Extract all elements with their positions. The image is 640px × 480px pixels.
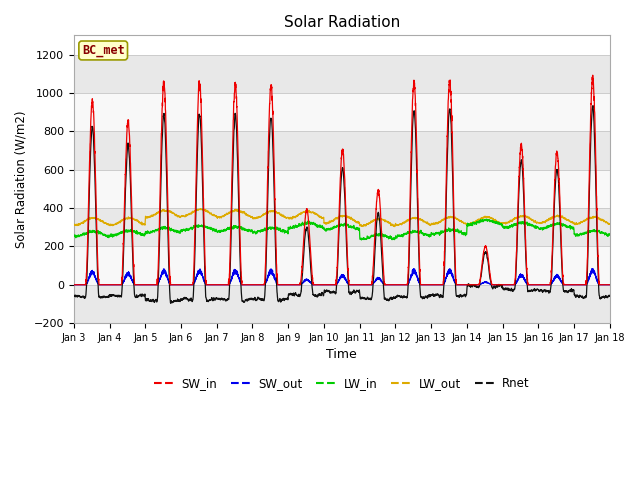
Bar bbox=[74, 55, 610, 93]
SW_out bbox=[432, 282, 440, 288]
SW_in bbox=[322, 282, 330, 288]
SW_in bbox=[605, 282, 613, 288]
Line: Rnet: Rnet bbox=[74, 106, 610, 303]
LW_out bbox=[70, 221, 77, 227]
SW_out bbox=[70, 282, 77, 288]
SW_in bbox=[166, 274, 174, 279]
Bar bbox=[74, 93, 610, 131]
LW_in bbox=[462, 231, 470, 237]
Rnet bbox=[166, 296, 174, 301]
Text: BC_met: BC_met bbox=[82, 44, 125, 57]
Rnet bbox=[432, 292, 440, 298]
LW_out bbox=[493, 217, 500, 223]
LW_out bbox=[196, 206, 204, 212]
LW_out bbox=[433, 220, 440, 226]
SW_out bbox=[606, 282, 614, 288]
SW_in bbox=[606, 282, 614, 288]
SW_in bbox=[432, 282, 440, 288]
LW_out bbox=[606, 221, 614, 227]
SW_out bbox=[462, 282, 470, 288]
Rnet bbox=[70, 294, 77, 300]
LW_in bbox=[166, 226, 174, 231]
Bar bbox=[74, 208, 610, 246]
Line: SW_out: SW_out bbox=[74, 269, 610, 285]
Bar bbox=[74, 169, 610, 208]
Rnet bbox=[462, 293, 470, 299]
Line: LW_in: LW_in bbox=[74, 219, 610, 240]
SW_out bbox=[589, 266, 596, 272]
SW_in bbox=[70, 282, 77, 288]
Bar bbox=[74, 246, 610, 285]
Rnet bbox=[322, 288, 330, 293]
X-axis label: Time: Time bbox=[326, 348, 357, 361]
Rnet bbox=[589, 103, 596, 108]
LW_in bbox=[493, 220, 500, 226]
LW_out bbox=[322, 221, 330, 227]
Rnet bbox=[605, 292, 613, 298]
LW_out bbox=[391, 224, 399, 229]
Line: SW_in: SW_in bbox=[74, 75, 610, 285]
Legend: SW_in, SW_out, LW_in, LW_out, Rnet: SW_in, SW_out, LW_in, LW_out, Rnet bbox=[149, 372, 534, 395]
Title: Solar Radiation: Solar Radiation bbox=[284, 15, 400, 30]
LW_out bbox=[462, 221, 470, 227]
Rnet bbox=[606, 293, 614, 299]
Rnet bbox=[492, 284, 500, 289]
SW_out bbox=[605, 282, 613, 288]
Y-axis label: Solar Radiation (W/m2): Solar Radiation (W/m2) bbox=[15, 110, 28, 248]
SW_in bbox=[589, 72, 596, 78]
SW_out bbox=[492, 282, 500, 288]
LW_in bbox=[605, 231, 613, 237]
LW_in bbox=[358, 237, 365, 243]
SW_out bbox=[322, 282, 330, 288]
Rnet bbox=[167, 300, 175, 306]
SW_in bbox=[462, 282, 470, 288]
LW_out bbox=[166, 208, 174, 214]
LW_in bbox=[432, 230, 440, 236]
Bar bbox=[74, 131, 610, 169]
SW_in bbox=[492, 282, 500, 288]
SW_out bbox=[166, 281, 174, 287]
LW_out bbox=[605, 221, 613, 227]
LW_in bbox=[606, 232, 614, 238]
Line: LW_out: LW_out bbox=[74, 209, 610, 227]
LW_in bbox=[322, 227, 330, 232]
Bar bbox=[74, 285, 610, 323]
LW_in bbox=[70, 233, 77, 239]
LW_in bbox=[483, 216, 490, 222]
